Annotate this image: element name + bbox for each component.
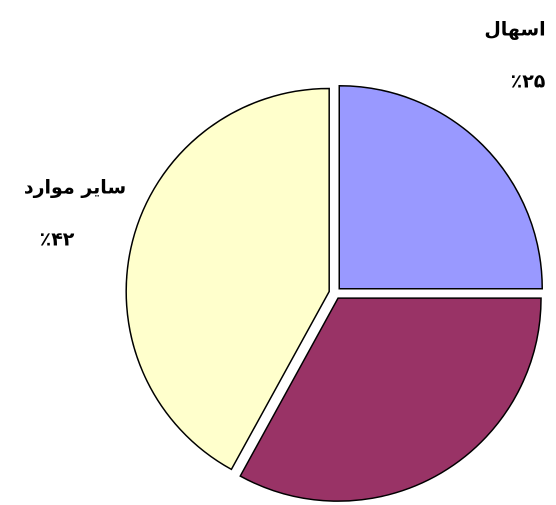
slice-label: سایر موارد [24,177,126,199]
pie-slice [125,87,330,471]
value-label: ٪۲۵ [511,71,546,93]
pie-slice [338,85,543,290]
pie-slice [239,297,542,502]
value-label: ٪۴۲ [40,229,75,251]
slice-label: اسهال [484,19,545,41]
